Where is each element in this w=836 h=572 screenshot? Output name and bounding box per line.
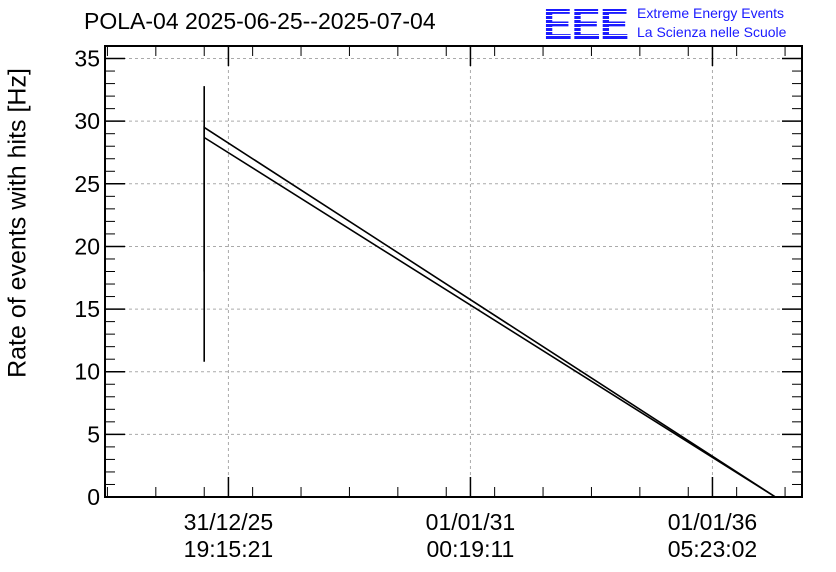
plot-frame (104, 45, 803, 498)
org-line-2: La Scienza nelle Scuole (637, 24, 787, 40)
series-line-3 (203, 136, 776, 498)
x-tick-label-date: 01/01/31 (426, 509, 516, 535)
y-tick-label: 5 (87, 421, 100, 447)
x-tick-label-date: 01/01/36 (668, 509, 758, 535)
series-layer (203, 86, 776, 498)
org-line-1: Extreme Energy Events (637, 5, 785, 21)
y-axis-label-text: Rate of events with hits [Hz] (3, 68, 32, 378)
org-text: Extreme Energy Events La Scienza nelle S… (637, 4, 786, 42)
y-tick-label: 30 (74, 108, 100, 134)
y-tick-label: 15 (74, 296, 100, 322)
y-tick-label: 25 (74, 171, 100, 197)
grid-lines (105, 46, 802, 497)
x-tick-label-time: 19:15:21 (184, 536, 274, 562)
y-tick-label: 0 (87, 484, 100, 510)
chart-title: POLA-04 2025-06-25--2025-07-04 (84, 8, 436, 34)
x-tick-label-time: 05:23:02 (668, 536, 758, 562)
series-line-2 (203, 125, 776, 498)
y-tick-label: 10 (74, 359, 100, 385)
y-tick-label: 20 (74, 233, 100, 259)
x-tick-label-time: 00:19:11 (427, 536, 515, 562)
eee-logo: EEE (543, 0, 629, 49)
x-tick-label-date: 31/12/25 (184, 509, 274, 535)
y-tick-label: 35 (74, 46, 100, 72)
tick-marks (105, 45, 802, 498)
